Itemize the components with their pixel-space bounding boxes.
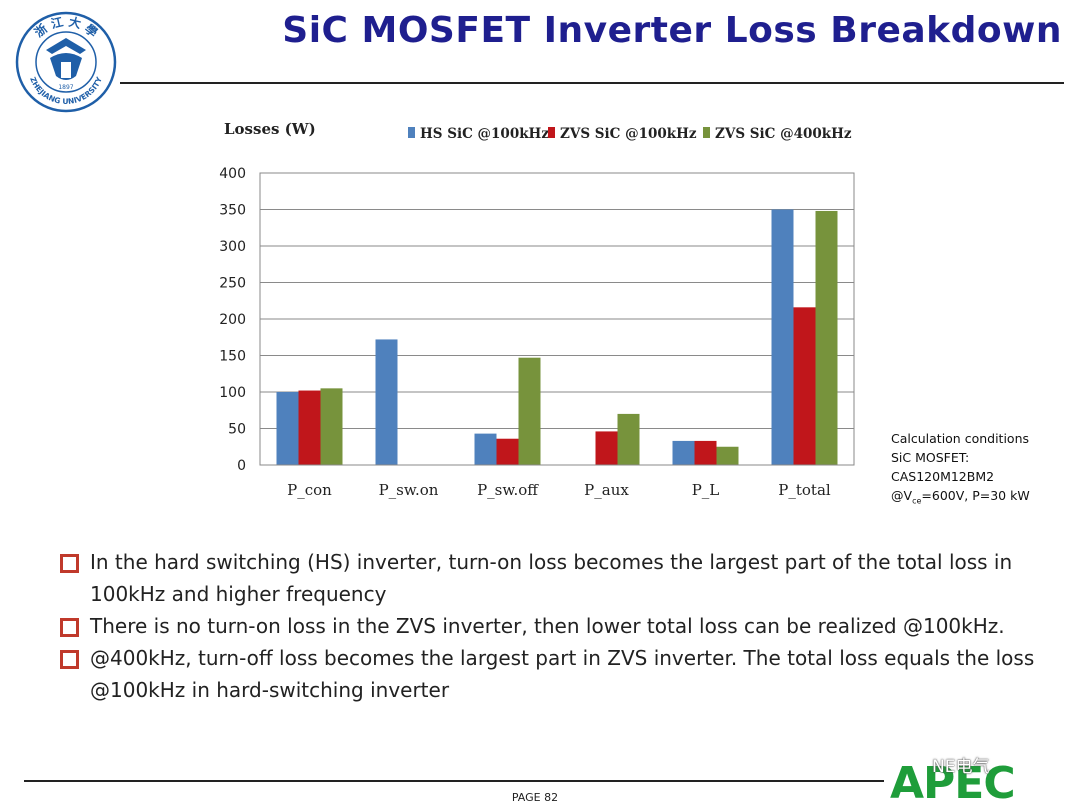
conditions-part-number: CAS120M12BM2 — [891, 469, 995, 484]
x-tick-label: P_sw.off — [477, 481, 539, 499]
bar — [276, 392, 299, 465]
bar — [771, 209, 794, 465]
y-tick-label: 250 — [219, 276, 246, 292]
conditions-operating-point: @Vce=600V, P=30 kW — [891, 488, 1030, 506]
x-tick-label: P_con — [287, 481, 332, 499]
findings-list: In the hard switching (HS) inverter, tur… — [60, 546, 1050, 706]
apec-logo: APEC — [890, 758, 1016, 809]
bar — [694, 440, 717, 465]
y-tick-label: 300 — [219, 239, 246, 255]
bar — [375, 339, 398, 465]
loss-bar-chart: Losses (W) HS SiC @100kHz ZVS SiC @100kHz… — [219, 120, 855, 499]
y-tick-label: 200 — [219, 312, 246, 328]
wechat-watermark: NE电气 — [932, 757, 990, 777]
bar — [815, 210, 838, 465]
y-tick-label: 50 — [228, 422, 246, 438]
bar — [617, 413, 640, 465]
calculation-conditions: Calculation conditions SiC MOSFET: CAS12… — [891, 429, 1030, 511]
bar — [793, 307, 816, 465]
plot-area — [259, 172, 855, 466]
x-tick-label: P_aux — [584, 481, 629, 499]
y-tick-label: 400 — [219, 166, 246, 182]
bullet-box-icon — [60, 650, 79, 669]
bar — [474, 433, 497, 465]
list-item: @400kHz, turn-off loss becomes the large… — [60, 642, 1050, 706]
legend-swatch — [408, 127, 415, 138]
bar — [496, 438, 519, 465]
y-tick-label: 350 — [219, 203, 246, 219]
logo-year: 1897 — [58, 84, 73, 91]
y-tick-label: 150 — [219, 349, 246, 365]
x-tick-label: P_total — [778, 481, 831, 499]
chart-legend: HS SiC @100kHz ZVS SiC @100kHz ZVS SiC @40… — [408, 126, 852, 142]
x-axis-ticks: P_con P_sw.on P_sw.off P_aux P_L P_total — [287, 481, 831, 499]
page-title: SiC MOSFET Inverter Loss Breakdown — [282, 10, 1062, 51]
bar — [298, 390, 321, 465]
footer-divider — [24, 780, 884, 782]
zhejiang-university-logo: 浙 江 大 學 ZHEJIANG UNIVERSITY 1897 — [15, 11, 117, 113]
list-item: In the hard switching (HS) inverter, tur… — [60, 546, 1050, 610]
chart-gridlines — [260, 172, 854, 466]
bullet-box-icon — [60, 618, 79, 637]
bar — [595, 431, 618, 465]
y-tick-label: 0 — [237, 458, 246, 474]
conditions-heading: Calculation conditions — [891, 431, 1030, 446]
x-tick-label: P_L — [692, 481, 720, 499]
y-axis-label: Losses (W) — [224, 120, 316, 138]
legend-entry: ZVS SiC @100kHz — [560, 126, 697, 142]
list-item: There is no turn-on loss in the ZVS inve… — [60, 610, 1050, 642]
legend-swatch — [703, 127, 710, 138]
page-number: PAGE 82 — [511, 791, 559, 804]
x-tick-label: P_sw.on — [379, 481, 439, 499]
legend-entry: ZVS SiC @400kHz — [715, 126, 852, 142]
y-tick-label: 100 — [219, 385, 246, 401]
bar — [320, 388, 343, 465]
bar — [716, 446, 739, 465]
y-axis-ticks: 0 50 100 150 200 250 300 350 400 — [219, 166, 246, 474]
legend-swatch — [548, 127, 555, 138]
title-divider — [120, 82, 1064, 84]
bullet-box-icon — [60, 554, 79, 573]
bar — [518, 357, 541, 465]
chart-bars — [276, 209, 838, 465]
legend-entry: HS SiC @100kHz — [420, 126, 549, 142]
conditions-device-label: SiC MOSFET: — [891, 450, 970, 465]
bar — [672, 440, 695, 465]
